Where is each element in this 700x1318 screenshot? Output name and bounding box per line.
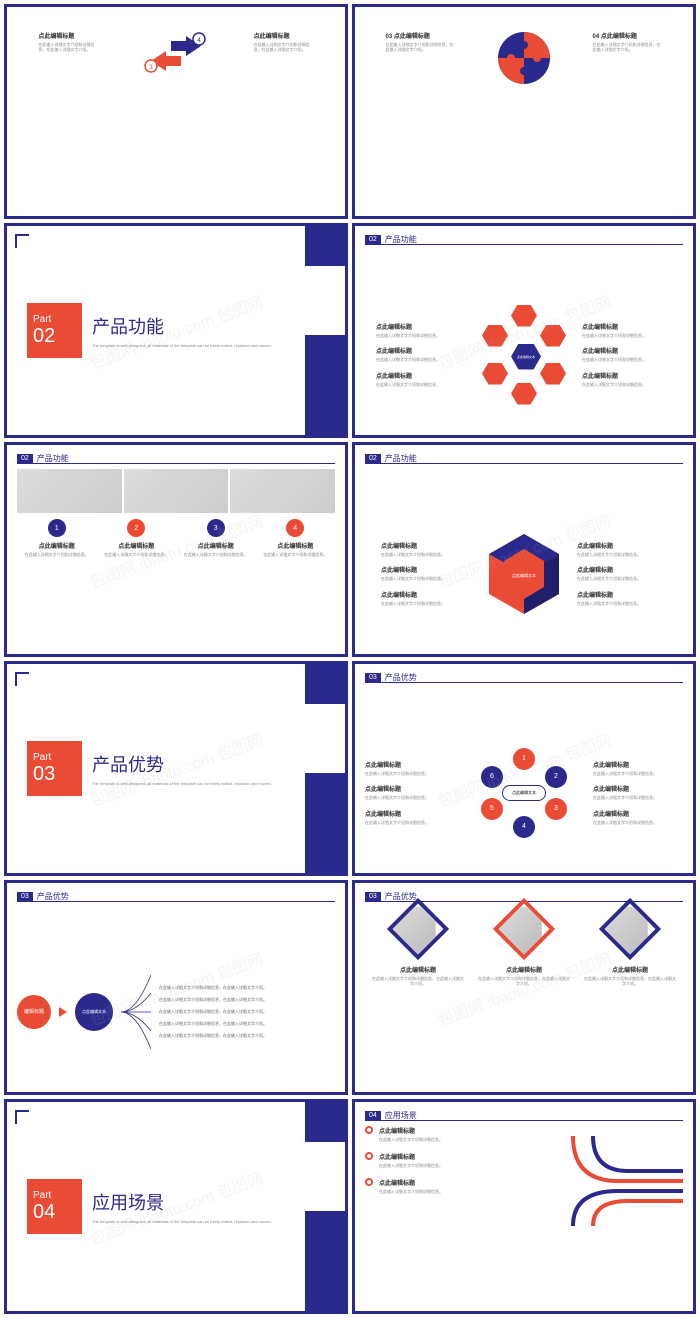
section-subtitle: The template is well-designed, all mater… bbox=[92, 343, 272, 348]
item-text: 在此输入详细文字介绍和详细信息，在此输入详细文字介绍。 bbox=[254, 42, 314, 52]
slide-part-03: Part03 产品优势 The template is well-designe… bbox=[4, 661, 348, 876]
slide-diamonds: 03产品优势 点此编辑标题在此输入详细文字介绍和详细信息，在此输入详细文字介绍。… bbox=[352, 880, 696, 1095]
part-box: Part 02 bbox=[27, 303, 82, 358]
item-title: 点此编辑标题 bbox=[254, 31, 314, 40]
photo-strip bbox=[17, 469, 335, 513]
item-text: 在此输入详细文字介绍和详细信息，在此输入详细文字介绍。 bbox=[386, 42, 456, 52]
slide-arrows: 点此编辑标题 在此输入详细文字介绍和详细信息，在此输入详细文字介绍。 3 4 点… bbox=[4, 4, 348, 219]
hexagon-diagram: 点此编辑文本 bbox=[474, 305, 574, 405]
item-title: 03 点此编辑标题 bbox=[386, 31, 456, 40]
puzzle-diagram bbox=[497, 31, 552, 86]
slide-puzzle: 03 点此编辑标题 在此输入详细文字介绍和详细信息，在此输入详细文字介绍。 04… bbox=[352, 4, 696, 219]
diamond-photo bbox=[599, 898, 661, 960]
item-text: 在此输入详细文字介绍和详细信息，在此输入详细文字介绍。 bbox=[593, 42, 663, 52]
item-text: 在此输入详细文字介绍和详细信息，在此输入详细文字介绍。 bbox=[38, 42, 98, 52]
mindmap-hub: 点此编辑文本 bbox=[75, 993, 113, 1031]
section-title: 产品优势 bbox=[92, 751, 272, 777]
orbit-diagram: 1 2 3 4 5 6 点此编辑文本 bbox=[479, 748, 569, 838]
svg-text:点此编辑文本: 点此编辑文本 bbox=[512, 572, 536, 578]
mindmap-root: 编辑标题 bbox=[17, 995, 51, 1029]
diamond-photo bbox=[493, 898, 555, 960]
slide-orbit: 03产品优势 点此编辑标题在此输入详细文字介绍和详细信息。 点此编辑标题在此输入… bbox=[352, 661, 696, 876]
section-title: 应用场景 bbox=[92, 1189, 272, 1215]
slide-part-02: Part 02 产品功能 The template is well-design… bbox=[4, 223, 348, 438]
section-title: 产品功能 bbox=[92, 313, 272, 339]
slide-arc-timeline: 04应用场景 点此编辑标题在此输入详细文字介绍和详细信息。 点此编辑标题在此输入… bbox=[352, 1099, 696, 1314]
diamond-photo bbox=[387, 898, 449, 960]
arrow-diagram: 3 4 bbox=[141, 31, 211, 81]
item-title: 04 点此编辑标题 bbox=[593, 31, 663, 40]
slide-part-04: Part04 应用场景 The template is well-designe… bbox=[4, 1099, 348, 1314]
slide-3d-hex: 02产品功能 点此编辑标题在此输入详细文字介绍和详细信息。 点此编辑标题在此输入… bbox=[352, 442, 696, 657]
hex-3d-diagram: 点此编辑文本 bbox=[479, 529, 569, 619]
slide-mindmap: 03产品优势 编辑标题 点此编辑文本 在此输入详细文字介绍和详细信息，在此输入详… bbox=[4, 880, 348, 1095]
slide-hex-ring: 02产品功能 点此编辑标题在此输入详细文字介绍和详细信息。 点此编辑标题在此输入… bbox=[352, 223, 696, 438]
slide-photo-circles: 02产品功能 1 2 3 4 点此编辑标题在此输入详细文字介绍和详细信息。 点此… bbox=[4, 442, 348, 657]
item-title: 点此编辑标题 bbox=[38, 31, 98, 40]
arc-diagram bbox=[563, 1126, 683, 1236]
